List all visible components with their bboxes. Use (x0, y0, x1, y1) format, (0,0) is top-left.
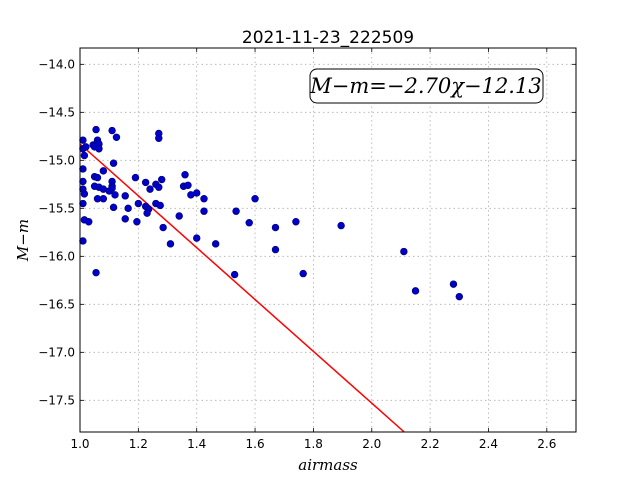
data-point (200, 207, 208, 215)
data-points (79, 125, 463, 301)
data-point (134, 199, 143, 208)
y-tick-label: −17.0 (38, 345, 75, 359)
data-point (400, 247, 408, 256)
x-tick-label: 1.2 (129, 437, 148, 451)
data-point (271, 245, 280, 254)
data-point (292, 218, 300, 226)
data-point (99, 195, 108, 203)
data-point (337, 221, 345, 230)
data-point (155, 134, 163, 142)
data-point (93, 173, 102, 182)
data-point (121, 192, 129, 200)
x-tick-label: 1.6 (246, 437, 265, 451)
y-tick-label: −15.5 (38, 201, 75, 215)
fit-line (79, 143, 405, 433)
data-point (133, 218, 141, 226)
data-point (155, 183, 163, 191)
data-point (143, 209, 151, 217)
data-point (175, 212, 183, 220)
data-point (146, 185, 154, 193)
data-point (230, 270, 239, 279)
data-point (193, 189, 201, 197)
x-tick-label: 2.0 (362, 437, 381, 451)
data-point (108, 184, 116, 192)
data-point (411, 287, 420, 295)
data-point (95, 145, 103, 153)
data-point (108, 126, 116, 135)
data-point (79, 177, 87, 186)
data-point (166, 240, 175, 248)
data-point (99, 167, 108, 175)
data-point (251, 195, 259, 203)
fit-line-group (79, 143, 405, 433)
x-tick-label: 1.8 (304, 437, 323, 451)
data-point (79, 199, 87, 208)
x-tick-label: 1.0 (70, 437, 89, 451)
chart-title: 2021-11-23_222509 (242, 28, 414, 48)
data-point (80, 151, 89, 160)
data-point (200, 195, 208, 203)
annotation-frame (309, 68, 544, 104)
grid (79, 48, 576, 432)
y-tick-label: −16.5 (38, 297, 75, 311)
data-point (79, 165, 87, 173)
data-point (211, 240, 220, 248)
y-tick-label: −16.0 (38, 249, 75, 263)
data-point (82, 143, 90, 151)
y-tick-label: −14.0 (38, 57, 75, 71)
plot-frame (79, 47, 577, 433)
data-point (79, 136, 87, 144)
data-point (232, 207, 240, 215)
fit-equation: M−m=−2.70χ−12.13 (309, 74, 541, 98)
data-point (131, 173, 140, 182)
data-point (299, 269, 307, 278)
data-point (455, 292, 463, 301)
data-point (156, 201, 164, 210)
data-point (121, 215, 129, 223)
y-axis-label: M−m (14, 219, 32, 262)
data-point (141, 178, 150, 187)
x-axis-label: airmass (298, 456, 358, 474)
data-point (159, 223, 167, 232)
data-point (271, 223, 280, 232)
y-tick-label: −15.0 (38, 153, 75, 167)
data-point (193, 234, 201, 242)
data-point (92, 125, 100, 134)
data-point (181, 171, 189, 179)
data-point (80, 190, 89, 198)
data-point (111, 191, 119, 199)
x-tick-label: 2.2 (421, 437, 440, 451)
annotation-box: M−m=−2.70χ−12.13 (309, 68, 544, 104)
data-point (112, 133, 121, 141)
x-tick-label: 2.4 (479, 437, 498, 451)
data-point (85, 218, 93, 226)
data-point (184, 181, 192, 189)
data-point (124, 204, 132, 213)
y-tick-label: −17.5 (38, 393, 75, 407)
data-point (109, 203, 118, 212)
data-point (245, 219, 253, 227)
data-point (79, 237, 87, 245)
x-tick-label: 2.6 (537, 437, 556, 451)
data-point (449, 280, 458, 288)
data-point (157, 175, 166, 184)
x-tick-label: 1.4 (187, 437, 206, 451)
y-tick-label: −14.5 (38, 105, 75, 119)
data-point (109, 159, 118, 167)
data-point (92, 268, 100, 277)
axis-ticks: 1.0 1.2 1.4 1.6 1.8 2.0 2.2 2.4 2.6 −14.0 −14.5 −15… (38, 48, 576, 451)
